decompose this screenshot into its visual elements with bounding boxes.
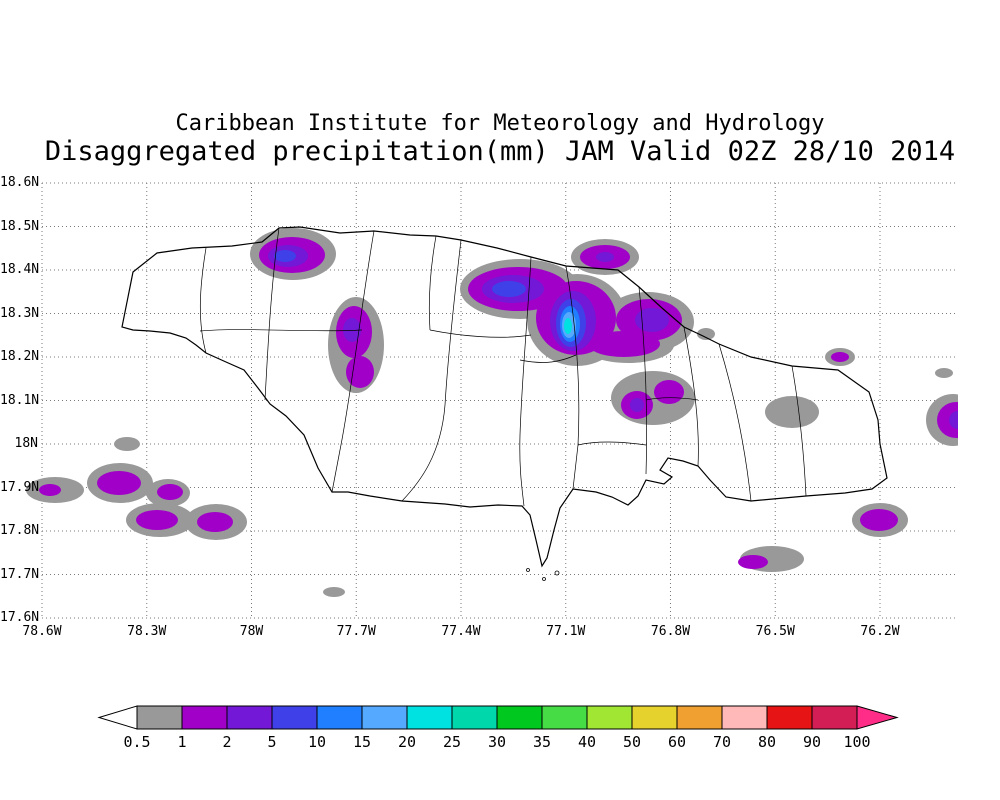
precip-contour: [197, 512, 233, 532]
colorbar-segment: [181, 705, 228, 730]
precip-contour: [588, 331, 660, 357]
precip-contour: [697, 328, 715, 340]
colorbar-segment: [451, 705, 498, 730]
colorbar-segment: [721, 705, 768, 730]
colorbar-segment: [811, 705, 858, 730]
precip-contour: [346, 356, 374, 388]
precip-contour: [738, 555, 768, 569]
precip-contour: [937, 402, 958, 438]
precipitation-shading: [26, 228, 958, 597]
precip-contour: [564, 318, 572, 334]
colorbar-right-arrow: [856, 705, 899, 730]
colorbar-segment: [766, 705, 813, 730]
colorbar-segment: [406, 705, 453, 730]
precipitation-map: [26, 182, 958, 619]
precip-contour: [596, 252, 614, 262]
colorbar-left-arrow: [97, 705, 138, 730]
precip-contour: [274, 250, 296, 262]
institute-title: Caribbean Institute for Meteorology and …: [175, 111, 825, 136]
colorbar-segment: [361, 705, 408, 730]
precip-contour: [114, 437, 140, 451]
precip-contour: [765, 396, 819, 428]
colorbar-segment: [676, 705, 723, 730]
precip-contour: [630, 398, 644, 412]
plot-titles: Caribbean Institute for Meteorology and …: [0, 111, 1000, 167]
colorbar-segment: [316, 705, 363, 730]
colorbar-segment: [271, 705, 318, 730]
precip-contour: [860, 509, 898, 531]
colorbar-segment: [226, 705, 273, 730]
colorbar: [97, 705, 899, 730]
colorbar-segment: [496, 705, 543, 730]
precip-contour: [97, 471, 141, 495]
precip-contour: [343, 318, 361, 342]
colorbar-segment: [541, 705, 588, 730]
offshore-cays: [526, 568, 560, 581]
precip-contour: [323, 587, 345, 597]
precip-contour: [935, 368, 953, 378]
parish-boundaries: [199, 227, 807, 507]
precip-contour: [949, 411, 958, 429]
precip-contour: [831, 352, 849, 362]
plot-title: Disaggregated precipitation(mm) JAM Vali…: [44, 135, 956, 167]
precip-contour: [635, 308, 669, 332]
colorbar-segment: [631, 705, 678, 730]
precip-contour: [136, 510, 178, 530]
precip-contour: [39, 484, 61, 496]
precip-contour: [492, 281, 526, 297]
precip-contour: [654, 380, 684, 404]
colorbar-segment: [136, 705, 183, 730]
precip-contour: [157, 484, 183, 500]
colorbar-segment: [586, 705, 633, 730]
jamaica-coastline: [121, 226, 888, 581]
